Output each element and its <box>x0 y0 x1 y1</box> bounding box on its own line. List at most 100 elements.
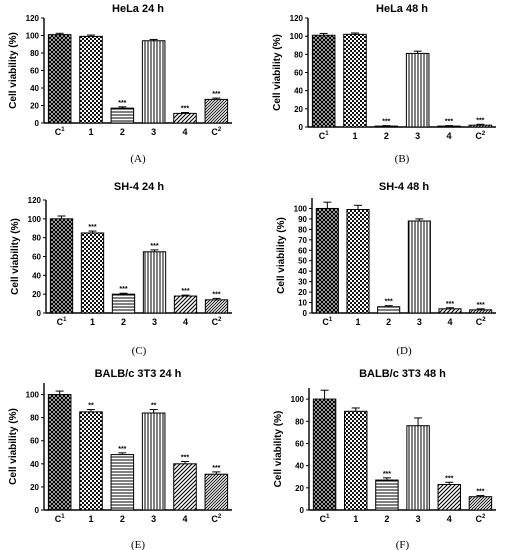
significance-label: *** <box>181 106 189 113</box>
bar <box>173 295 198 314</box>
x-tick-label: 4 <box>182 514 187 524</box>
x-tick-label: 4 <box>446 131 451 141</box>
y-tick-label: 120 <box>26 14 40 23</box>
y-tick-label: 20 <box>295 484 304 493</box>
bar <box>406 425 430 511</box>
bar <box>141 40 166 124</box>
bar <box>141 412 166 511</box>
y-tick-label: 40 <box>298 267 307 276</box>
x-tick-label: C2 <box>475 514 486 524</box>
y-tick-label: 80 <box>32 234 41 243</box>
y-tick-label: 30 <box>298 278 307 287</box>
x-tick-label: C2 <box>212 317 223 327</box>
y-tick-label: 100 <box>294 204 308 213</box>
y-tick-label: 60 <box>298 246 307 255</box>
x-tick-label: 4 <box>183 317 188 327</box>
bar <box>346 209 370 314</box>
significance-label: *** <box>118 446 126 453</box>
y-tick-label: 50 <box>298 257 307 266</box>
x-tick-label: 1 <box>88 514 93 524</box>
x-tick-label: 2 <box>121 317 126 327</box>
significance-label: *** <box>212 465 220 472</box>
x-tick-label: 3 <box>151 127 156 137</box>
x-tick-label: 1 <box>353 514 358 524</box>
y-tick-label: 60 <box>294 69 303 78</box>
y-tick-label: 20 <box>294 105 303 114</box>
chart-title: SH-4 24 h <box>114 181 164 193</box>
significance-label: *** <box>476 117 484 124</box>
bar <box>437 125 461 128</box>
panel-label: (F) <box>396 539 410 550</box>
bar <box>315 207 339 314</box>
y-tick-label: 60 <box>30 437 39 446</box>
significance-label: *** <box>118 100 126 107</box>
y-tick-label: 100 <box>291 395 305 404</box>
x-tick-label: C1 <box>55 127 66 137</box>
x-tick-label: 2 <box>384 514 389 524</box>
bar <box>311 34 336 128</box>
significance-label: *** <box>445 119 453 126</box>
y-axis-label: Cell viability (%) <box>8 408 19 485</box>
y-tick-label: 80 <box>295 417 304 426</box>
significance-label: *** <box>382 119 390 126</box>
x-tick-label: 3 <box>417 317 422 327</box>
significance-label: *** <box>383 471 391 478</box>
x-tick-label: C1 <box>322 317 333 327</box>
y-tick-label: 40 <box>294 87 303 96</box>
panel-label: (B) <box>395 153 410 165</box>
y-axis-label: Cell viability (%) <box>272 34 283 111</box>
y-tick-label: 20 <box>30 483 39 492</box>
x-tick-label: 3 <box>415 131 420 141</box>
bar <box>407 220 431 314</box>
x-tick-label: C2 <box>475 131 486 141</box>
significance-label: *** <box>212 91 220 98</box>
x-tick-label: 4 <box>447 317 452 327</box>
x-tick-label: 4 <box>447 514 452 524</box>
y-tick-label: 100 <box>26 391 40 400</box>
panel-label: (E) <box>131 539 145 550</box>
x-tick-label: 3 <box>151 514 156 524</box>
y-tick-label: 0 <box>35 119 40 128</box>
panel-label: (A) <box>130 153 146 165</box>
y-tick-label: 0 <box>37 309 42 318</box>
significance-label: ** <box>151 403 157 410</box>
significance-label: *** <box>119 286 127 293</box>
bar <box>344 410 368 511</box>
x-tick-label: C1 <box>320 514 331 524</box>
bar <box>204 473 229 511</box>
chart-title: BALB/c 3T3 48 h <box>359 368 446 380</box>
x-tick-label: C2 <box>476 317 487 327</box>
bar <box>375 479 399 511</box>
bar <box>312 398 337 511</box>
y-tick-label: 120 <box>28 196 42 205</box>
chart-title: HeLa 48 h <box>376 3 428 15</box>
bar <box>47 394 72 511</box>
bar <box>173 112 197 124</box>
y-tick-label: 120 <box>290 14 304 23</box>
chart-panel: HeLa 48 h Cell viability (%) 0 20 40 60 80 100 1… <box>272 3 496 165</box>
x-tick-label: C2 <box>211 514 222 524</box>
y-tick-label: 40 <box>32 271 41 280</box>
chart-title: BALB/c 3T3 24 h <box>95 368 182 380</box>
y-tick-label: 60 <box>295 439 304 448</box>
panel-label: (C) <box>132 345 147 357</box>
y-tick-label: 60 <box>30 67 39 76</box>
y-tick-label: 0 <box>299 123 304 132</box>
y-axis-label: Cell viability (%) <box>273 411 284 488</box>
chart-panel: BALB/c 3T3 24 h Cell viability (%) 0 20 40 60… <box>8 368 232 550</box>
bar <box>377 306 401 314</box>
chart-title: HeLa 24 h <box>112 3 164 15</box>
y-tick-label: 60 <box>32 253 41 262</box>
bar <box>469 309 493 314</box>
bar <box>49 218 74 314</box>
x-tick-label: 2 <box>120 514 125 524</box>
y-tick-label: 80 <box>30 414 39 423</box>
bar <box>343 33 367 128</box>
y-tick-label: 40 <box>30 460 39 469</box>
x-tick-label: C2 <box>211 127 222 137</box>
bar <box>374 125 399 128</box>
significance-label: *** <box>476 489 484 496</box>
x-tick-label: 1 <box>352 131 357 141</box>
x-tick-label: C1 <box>57 317 68 327</box>
y-tick-label: 80 <box>294 50 303 59</box>
